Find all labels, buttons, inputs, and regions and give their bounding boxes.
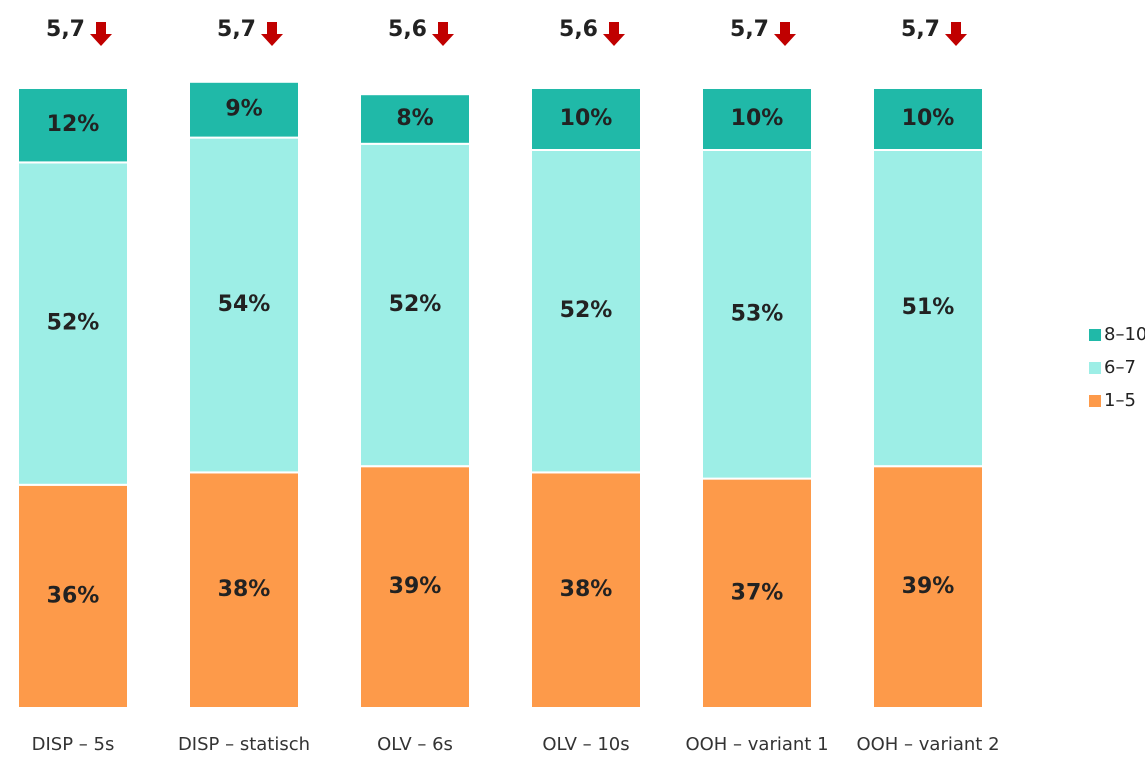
- bar-segment: [188, 80, 300, 139]
- x-tick-label: OLV – 10s: [542, 734, 630, 755]
- bar-segment: [359, 93, 471, 145]
- data-label: 52%: [560, 298, 613, 323]
- annotation: 5,6: [559, 17, 598, 42]
- legend-swatch: [1089, 362, 1101, 374]
- x-tick-label: OLV – 6s: [377, 734, 453, 755]
- x-tick-label: OOH – variant 1: [685, 734, 829, 755]
- down-arrow: [90, 22, 112, 46]
- data-label: 38%: [218, 577, 271, 602]
- bar-segment: [701, 477, 813, 709]
- legend-swatch: [1089, 395, 1101, 407]
- legend-label: 8–10: [1104, 324, 1145, 345]
- bar-segment: [17, 87, 129, 164]
- bar-segment: [530, 471, 642, 709]
- annotation: 5,7: [46, 17, 85, 42]
- x-tick-label: DISP – statisch: [177, 734, 311, 755]
- bar-segment: [872, 149, 984, 468]
- annotation: 5,7: [217, 17, 256, 42]
- data-label: 36%: [47, 583, 100, 608]
- bar-segment: [17, 161, 129, 486]
- bar-segment: [701, 87, 813, 151]
- annotation: 5,6: [388, 17, 427, 42]
- data-label: 51%: [902, 295, 955, 320]
- data-label: 53%: [731, 301, 784, 326]
- legend-swatch: [1089, 329, 1101, 341]
- bar-segment: [17, 483, 129, 709]
- data-label: 10%: [902, 106, 955, 131]
- data-label: 52%: [47, 311, 100, 336]
- x-tick-label: OOH – variant 2: [856, 734, 1000, 755]
- data-label: 52%: [389, 292, 442, 317]
- down-arrow: [603, 22, 625, 46]
- bar-segment: [872, 465, 984, 710]
- data-label: 37%: [731, 580, 784, 605]
- down-arrow: [774, 22, 796, 46]
- data-label: 10%: [560, 106, 613, 131]
- annotation: 5,7: [901, 17, 940, 42]
- data-label: 39%: [389, 574, 442, 599]
- data-label: 38%: [560, 577, 613, 602]
- data-label: 39%: [902, 574, 955, 599]
- down-arrow: [945, 22, 967, 46]
- down-arrow: [261, 22, 283, 46]
- data-label: 10%: [731, 106, 784, 131]
- bar-segment: [188, 471, 300, 709]
- bar-segment: [872, 87, 984, 151]
- data-label: 54%: [218, 292, 271, 317]
- bar-segment: [530, 149, 642, 474]
- legend-label: 6–7: [1104, 357, 1136, 378]
- data-label: 12%: [47, 112, 100, 137]
- x-tick-label: DISP – 5s: [31, 734, 115, 755]
- bar-segment: [359, 142, 471, 468]
- bar-segment: [188, 136, 300, 474]
- legend-label: 1–5: [1104, 390, 1136, 411]
- data-label: 9%: [225, 97, 262, 122]
- down-arrow: [432, 22, 454, 46]
- data-label: 8%: [396, 106, 433, 131]
- bar-segment: [530, 87, 642, 151]
- bar-segment: [359, 465, 471, 710]
- annotation: 5,7: [730, 17, 769, 42]
